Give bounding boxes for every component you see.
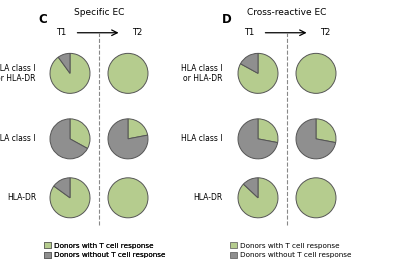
Wedge shape: [50, 53, 90, 93]
Wedge shape: [108, 178, 148, 218]
Text: T1: T1: [56, 28, 66, 37]
Wedge shape: [296, 178, 336, 218]
Wedge shape: [238, 178, 278, 218]
Wedge shape: [108, 53, 148, 93]
Legend: Donors with T cell response, Donors without T cell response: Donors with T cell response, Donors with…: [44, 242, 165, 258]
Wedge shape: [128, 119, 148, 139]
Wedge shape: [50, 119, 88, 159]
Text: HLA class I: HLA class I: [180, 134, 222, 143]
Wedge shape: [244, 178, 258, 198]
Text: T2: T2: [320, 28, 330, 37]
Text: Cross-reactive EC: Cross-reactive EC: [247, 8, 327, 17]
Wedge shape: [50, 178, 90, 218]
Text: T2: T2: [132, 28, 142, 37]
Wedge shape: [108, 119, 148, 159]
Wedge shape: [240, 53, 258, 73]
Legend: Donors with T cell response, Donors without T cell response: Donors with T cell response, Donors with…: [230, 242, 351, 258]
Text: T1: T1: [244, 28, 254, 37]
Wedge shape: [238, 53, 278, 93]
Wedge shape: [258, 119, 278, 143]
Wedge shape: [316, 119, 336, 143]
Wedge shape: [238, 119, 278, 159]
Text: HLA-DR: HLA-DR: [7, 193, 36, 202]
Text: Specific EC: Specific EC: [74, 8, 124, 17]
Wedge shape: [58, 53, 70, 73]
Wedge shape: [296, 119, 336, 159]
Text: HLA class I: HLA class I: [0, 134, 36, 143]
Text: D: D: [222, 13, 232, 26]
Wedge shape: [296, 53, 336, 93]
Text: HLA-DR: HLA-DR: [193, 193, 222, 202]
Text: HLA class I
or HLA-DR: HLA class I or HLA-DR: [180, 64, 222, 83]
Wedge shape: [54, 178, 70, 198]
Text: C: C: [38, 13, 47, 26]
Wedge shape: [70, 119, 90, 149]
Text: HLA class I
or HLA-DR: HLA class I or HLA-DR: [0, 64, 36, 83]
